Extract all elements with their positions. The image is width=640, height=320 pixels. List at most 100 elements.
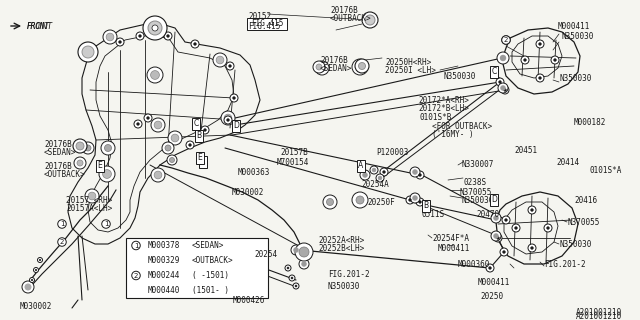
Circle shape xyxy=(139,35,141,37)
Text: 20252B<LH>: 20252B<LH> xyxy=(318,244,364,253)
Text: 20172*A<RH>: 20172*A<RH> xyxy=(418,96,469,105)
Text: E: E xyxy=(198,154,202,163)
Circle shape xyxy=(162,142,174,154)
Text: M000378: M000378 xyxy=(148,241,180,250)
Circle shape xyxy=(82,46,94,58)
Circle shape xyxy=(103,30,117,44)
Circle shape xyxy=(147,67,163,83)
Circle shape xyxy=(419,173,421,176)
Circle shape xyxy=(352,59,368,75)
Text: FRONT: FRONT xyxy=(27,22,50,31)
Circle shape xyxy=(539,43,541,45)
Circle shape xyxy=(104,145,111,151)
Circle shape xyxy=(536,40,544,48)
Circle shape xyxy=(214,247,223,257)
Circle shape xyxy=(106,33,114,41)
Text: 20176B: 20176B xyxy=(320,56,348,65)
Circle shape xyxy=(116,38,124,46)
Text: M000329: M000329 xyxy=(148,256,180,265)
Circle shape xyxy=(25,284,31,290)
Text: A201001210: A201001210 xyxy=(576,312,622,320)
Circle shape xyxy=(410,193,420,203)
Text: M030002: M030002 xyxy=(20,302,52,311)
Circle shape xyxy=(171,134,179,142)
Circle shape xyxy=(521,56,529,64)
Circle shape xyxy=(383,171,385,173)
Text: 2: 2 xyxy=(504,37,508,43)
Circle shape xyxy=(378,176,382,180)
Text: M000182: M000182 xyxy=(574,118,606,127)
Text: 20254A: 20254A xyxy=(361,180,388,189)
Circle shape xyxy=(539,76,541,79)
Text: M000411: M000411 xyxy=(558,22,590,31)
Circle shape xyxy=(151,118,165,132)
Circle shape xyxy=(230,94,238,102)
Circle shape xyxy=(151,168,165,182)
Circle shape xyxy=(500,85,506,91)
Text: 0238S: 0238S xyxy=(464,178,487,187)
Circle shape xyxy=(150,71,159,79)
Text: 20157B: 20157B xyxy=(280,148,308,157)
Text: <OUTBACK>: <OUTBACK> xyxy=(44,170,86,179)
Circle shape xyxy=(204,129,206,132)
Circle shape xyxy=(164,32,172,40)
Text: N350030: N350030 xyxy=(443,72,476,81)
Text: FIG.201-2: FIG.201-2 xyxy=(544,260,586,269)
Text: N350030: N350030 xyxy=(561,32,593,41)
Text: (1501- ): (1501- ) xyxy=(192,286,229,295)
Circle shape xyxy=(316,64,322,70)
Text: M000440: M000440 xyxy=(148,286,180,295)
Circle shape xyxy=(301,261,307,267)
Text: 20416: 20416 xyxy=(574,196,597,205)
Circle shape xyxy=(295,285,297,287)
Circle shape xyxy=(313,61,325,73)
Circle shape xyxy=(486,264,494,272)
Circle shape xyxy=(315,61,329,75)
Circle shape xyxy=(554,59,556,61)
Circle shape xyxy=(39,259,41,261)
Circle shape xyxy=(152,25,158,31)
Circle shape xyxy=(355,59,369,73)
Circle shape xyxy=(319,65,326,71)
Text: N350030: N350030 xyxy=(560,74,593,83)
Text: 1: 1 xyxy=(60,221,64,227)
Circle shape xyxy=(498,83,508,93)
Text: 0101S*A: 0101S*A xyxy=(589,166,621,175)
Circle shape xyxy=(504,89,506,92)
Circle shape xyxy=(413,196,417,201)
Circle shape xyxy=(227,119,229,121)
Circle shape xyxy=(293,283,299,289)
Circle shape xyxy=(224,114,232,122)
Circle shape xyxy=(295,243,313,261)
Circle shape xyxy=(294,247,298,252)
Circle shape xyxy=(189,144,191,147)
Circle shape xyxy=(186,141,194,149)
Text: 20157A<LH>: 20157A<LH> xyxy=(66,204,112,213)
Text: 20252A<RH>: 20252A<RH> xyxy=(318,236,364,245)
Circle shape xyxy=(22,281,34,293)
Circle shape xyxy=(76,142,84,150)
Text: 1: 1 xyxy=(104,221,108,227)
Text: M700154: M700154 xyxy=(277,158,309,167)
Circle shape xyxy=(143,16,167,40)
Circle shape xyxy=(78,42,98,62)
Circle shape xyxy=(376,174,384,182)
Text: 20451: 20451 xyxy=(514,146,537,155)
Circle shape xyxy=(497,236,499,239)
Circle shape xyxy=(524,59,526,61)
Text: FIG.415: FIG.415 xyxy=(248,22,280,31)
Circle shape xyxy=(491,231,501,241)
Text: 20254F*A: 20254F*A xyxy=(432,234,469,243)
Circle shape xyxy=(500,55,506,61)
Circle shape xyxy=(287,267,289,269)
Circle shape xyxy=(515,227,517,229)
Circle shape xyxy=(118,41,122,44)
Circle shape xyxy=(99,166,115,182)
Circle shape xyxy=(33,268,38,273)
Circle shape xyxy=(528,206,536,214)
Circle shape xyxy=(193,43,196,45)
Circle shape xyxy=(148,21,162,35)
Circle shape xyxy=(213,53,227,67)
Circle shape xyxy=(226,62,234,70)
Text: A: A xyxy=(358,162,364,171)
